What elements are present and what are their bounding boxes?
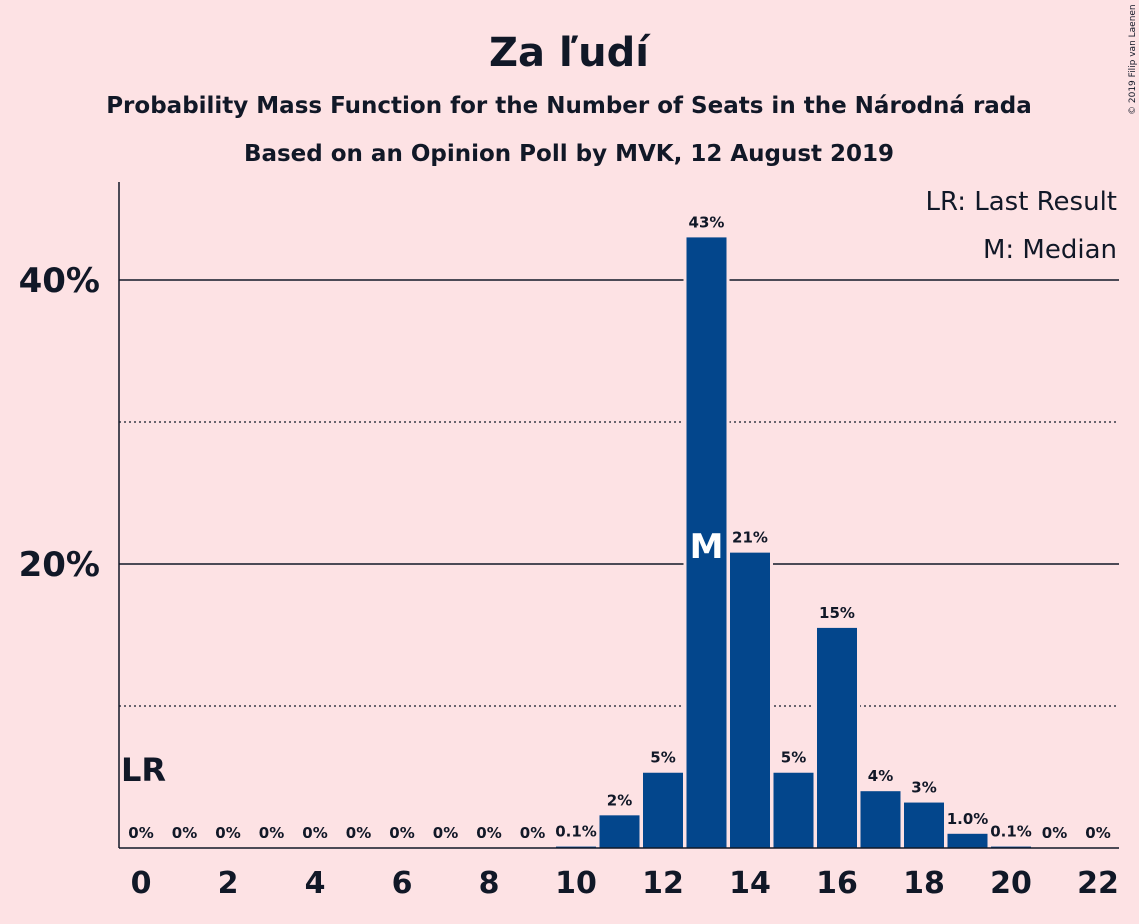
data-label-seat-1: 0% [172,824,197,842]
chart-title: Za ľudí [489,30,651,76]
chart-subtitle-2: Based on an Opinion Poll by MVK, 12 Augu… [244,141,894,167]
data-label-seat-9: 0% [520,824,545,842]
y-tick-label: 20% [19,545,100,585]
x-tick-label: 10 [555,866,597,901]
data-labels: 0% 0% 0% 0% 0% 0% 0% 0% 0% 0% 0.1% 2% 5% 43% 21% 5% 15% 4… [128,213,1110,842]
data-label-seat-17: 4% [868,767,893,785]
x-tick-label: 6 [392,866,413,901]
legend-last-result: LR: Last Result [925,187,1117,217]
copyright-note: © 2019 Filip van Laenen [1128,4,1138,115]
x-tick-label: 20 [990,866,1032,901]
data-label-seat-11: 2% [607,791,632,809]
data-label-seat-10: 0.1% [555,823,597,841]
bar-seat-12 [643,772,683,848]
data-label-seat-12: 5% [650,749,675,767]
data-label-seat-20: 0.1% [990,823,1032,841]
bar-halo [553,843,599,848]
data-label-seat-22: 0% [1085,824,1110,842]
data-label-seat-18: 3% [911,779,936,797]
x-tick-label: 18 [903,866,945,901]
x-tick-label: 2 [218,866,239,901]
bar-seat-13 [686,237,727,848]
bar-seat-17 [860,791,901,848]
data-label-seat-0: 0% [128,824,153,842]
bar-seat-15 [773,772,814,848]
x-tick-labels: 0 2 4 6 8 10 12 14 16 18 20 22 [131,866,1119,901]
bar-seat-19 [947,833,988,848]
data-label-seat-21: 0% [1042,824,1067,842]
data-label-seat-4: 0% [302,824,327,842]
bar-seat-11 [599,815,640,848]
median-marker: M [690,527,724,567]
x-tick-label: 4 [305,866,326,901]
data-label-seat-2: 0% [215,824,240,842]
bar-seat-16 [817,627,857,848]
bar-seat-14 [730,552,770,848]
x-tick-label: 12 [642,866,684,901]
x-tick-label: 16 [816,866,858,901]
x-tick-label: 14 [729,866,771,901]
bar-halo [988,843,1034,848]
gridlines [119,279,1119,707]
y-tick-label: 40% [19,261,100,301]
data-label-seat-14: 21% [732,529,768,547]
bars [553,234,1034,848]
data-label-seat-13: 43% [689,213,725,231]
x-tick-label: 8 [479,866,500,901]
legend-median: M: Median [983,235,1117,265]
x-tick-label: 0 [131,866,152,901]
data-label-seat-7: 0% [433,824,458,842]
data-label-seat-19: 1.0% [947,810,989,828]
data-label-seat-5: 0% [346,824,371,842]
data-label-seat-8: 0% [476,824,501,842]
chart-subtitle-1: Probability Mass Function for the Number… [106,93,1032,119]
y-tick-labels: 20% 40% [19,261,100,585]
data-label-seat-6: 0% [389,824,414,842]
data-label-seat-15: 5% [781,749,806,767]
data-label-seat-3: 0% [259,824,284,842]
x-tick-label: 22 [1077,866,1119,901]
last-result-marker: LR [121,751,166,789]
bar-seat-18 [904,802,944,848]
data-label-seat-16: 15% [819,604,855,622]
